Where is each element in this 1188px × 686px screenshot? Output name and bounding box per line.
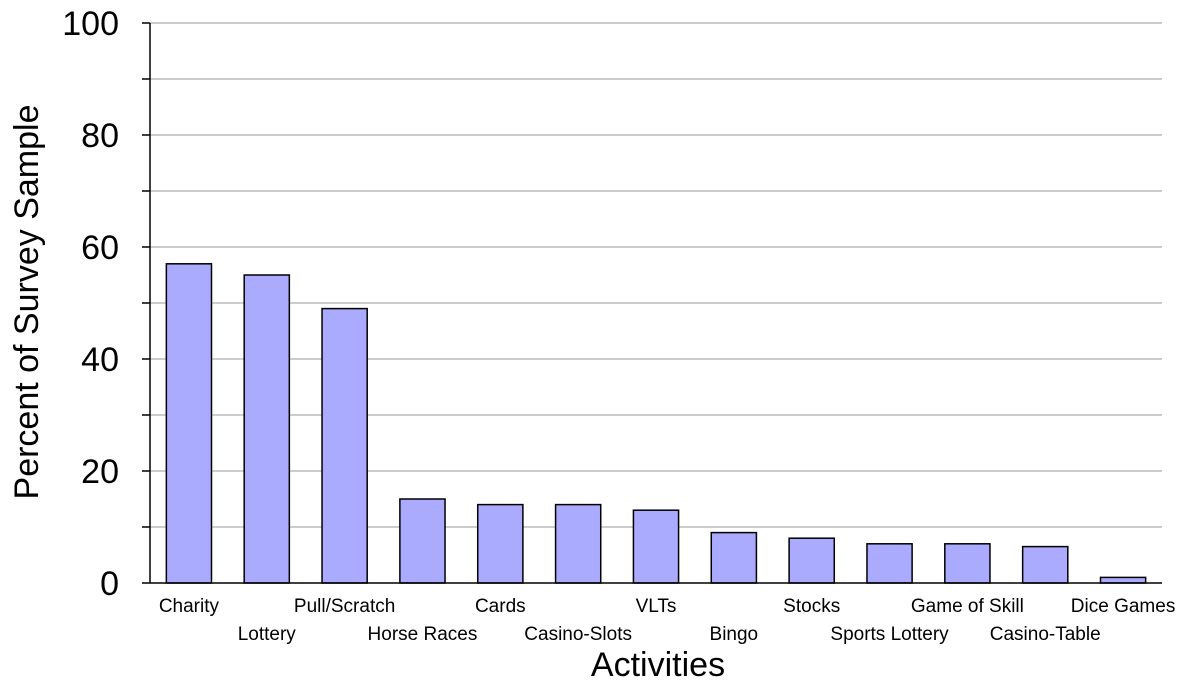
bar: [399, 498, 446, 584]
x-category-label: Sports Lottery: [830, 624, 949, 645]
bar: [321, 307, 368, 584]
y-tick-label: 60: [81, 229, 119, 267]
bar: [944, 543, 991, 584]
gridlines: [150, 22, 1162, 528]
x-category-label: Stocks: [783, 596, 840, 617]
bar: [866, 543, 913, 584]
bars: [165, 263, 1147, 584]
bar: [710, 531, 758, 584]
bar: [554, 503, 602, 584]
y-tick-labels: 0 20 40 60 80 100: [62, 5, 119, 603]
x-category-label: Casino-Slots: [524, 624, 632, 645]
x-category-label: Casino-Table: [990, 624, 1101, 645]
bar: [476, 503, 524, 584]
x-category-label: Horse Races: [368, 624, 478, 645]
y-tick-label: 100: [62, 5, 119, 43]
y-tick-label: 20: [81, 453, 119, 491]
x-category-label: Charity: [159, 596, 220, 617]
x-category-label: Cards: [475, 596, 526, 617]
bar: [1099, 576, 1147, 584]
x-category-label: Game of Skill: [911, 596, 1024, 617]
x-category-label: Lottery: [238, 624, 297, 645]
y-axis-title: Percent of Survey Sample: [8, 105, 46, 500]
bar: [165, 263, 213, 584]
bar: [1021, 545, 1069, 584]
x-category-label: Pull/Scratch: [294, 596, 395, 617]
x-category-label: Bingo: [710, 624, 759, 645]
x-category-labels: Charity Lottery Pull/Scratch Horse Races Car…: [159, 596, 1176, 645]
bar: [632, 509, 680, 584]
axes: [142, 22, 1162, 584]
bar: [788, 537, 836, 584]
y-tick-label: 80: [81, 117, 119, 155]
x-category-label: VLTs: [636, 596, 677, 617]
x-category-label: Dice Games: [1071, 596, 1176, 617]
x-axis-title: Activities: [591, 646, 725, 684]
y-tick-label: 40: [81, 341, 119, 379]
y-tick-label: 0: [100, 565, 119, 603]
bar: [243, 274, 291, 584]
